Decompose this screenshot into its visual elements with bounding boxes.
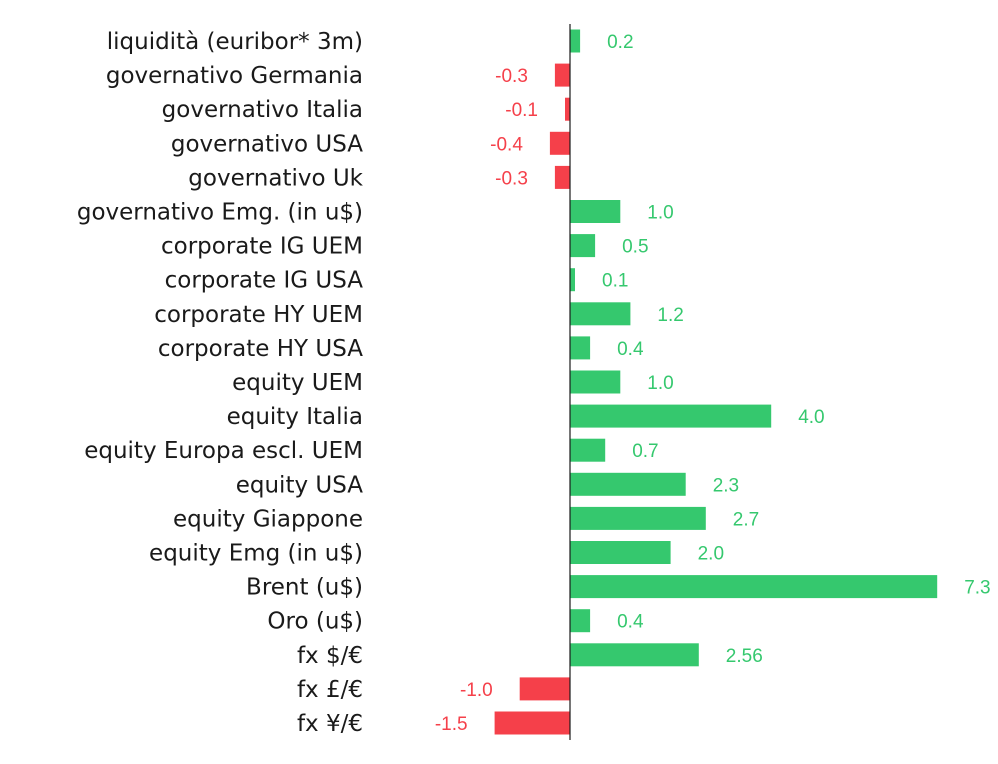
bar: [570, 472, 686, 496]
value-label: -0.3: [495, 168, 528, 189]
category-labels-layer: liquidità (euribor* 3m) governativo Germa…: [77, 29, 364, 737]
category-label: equity Emg (in u$): [149, 541, 363, 567]
bar: [519, 677, 570, 701]
value-labels-layer: 0.2-0.3-0.1-0.4-0.31.00.50.11.20.41.04.0…: [435, 32, 991, 735]
bar: [570, 29, 581, 53]
category-label: corporate IG UEM: [161, 234, 363, 260]
value-label: -1.0: [460, 680, 493, 701]
bar: [570, 404, 772, 428]
category-label: equity Europa escl. UEM: [84, 438, 363, 464]
value-label: 0.4: [617, 612, 644, 633]
value-label: 2.3: [713, 475, 739, 496]
category-label: corporate IG USA: [165, 268, 364, 294]
bar: [570, 302, 631, 326]
bar: [494, 711, 570, 735]
value-label: 0.1: [602, 271, 628, 292]
value-label: 1.0: [647, 203, 673, 224]
value-label: 4.0: [798, 407, 824, 428]
category-label: equity Giappone: [173, 506, 363, 532]
category-label: fx £/€: [297, 677, 363, 703]
category-label: equity UEM: [232, 370, 363, 396]
value-label: 0.7: [632, 441, 658, 462]
value-label: 2.56: [726, 646, 763, 667]
bar: [554, 165, 570, 189]
category-label: governativo Italia: [162, 97, 363, 123]
category-label: liquidità (euribor* 3m): [107, 29, 363, 55]
bar: [570, 438, 606, 462]
value-label: 2.0: [698, 544, 724, 565]
category-label: corporate HY UEM: [154, 302, 363, 328]
bar: [570, 200, 621, 223]
category-label: fx $/€: [297, 643, 363, 669]
category-label: governativo USA: [171, 131, 363, 157]
bar: [570, 575, 938, 599]
bar: [565, 97, 570, 121]
bar: [570, 268, 575, 292]
value-label: 0.5: [622, 237, 648, 258]
category-label: equity USA: [236, 472, 364, 498]
category-label: governativo Uk: [188, 165, 363, 191]
value-label: 7.3: [964, 578, 990, 599]
bar: [570, 506, 706, 530]
category-label: Brent (u$): [246, 575, 363, 601]
bar: [570, 234, 596, 258]
value-label: 0.4: [617, 339, 644, 360]
category-label: Oro (u$): [267, 609, 363, 635]
value-label: -0.4: [490, 134, 523, 155]
bar: [549, 131, 570, 155]
bar: [554, 63, 570, 87]
bar: [570, 370, 621, 394]
value-label: -1.5: [435, 714, 468, 735]
value-label: 1.0: [647, 373, 673, 394]
value-label: 1.2: [657, 305, 683, 326]
bar: [570, 609, 591, 633]
category-label: governativo Germania: [106, 63, 363, 89]
bar: [570, 541, 671, 564]
bar: [570, 336, 591, 360]
category-label: fx ¥/€: [297, 711, 363, 737]
bars-layer: [494, 29, 938, 735]
category-label: corporate HY USA: [158, 336, 363, 362]
value-label: 0.2: [607, 32, 633, 53]
value-label: -0.3: [495, 66, 528, 87]
category-label: governativo Emg. (in u$): [77, 200, 363, 226]
bar: [570, 643, 699, 667]
category-label: equity Italia: [227, 404, 363, 430]
value-label: -0.1: [505, 100, 538, 121]
value-label: 2.7: [733, 509, 759, 530]
